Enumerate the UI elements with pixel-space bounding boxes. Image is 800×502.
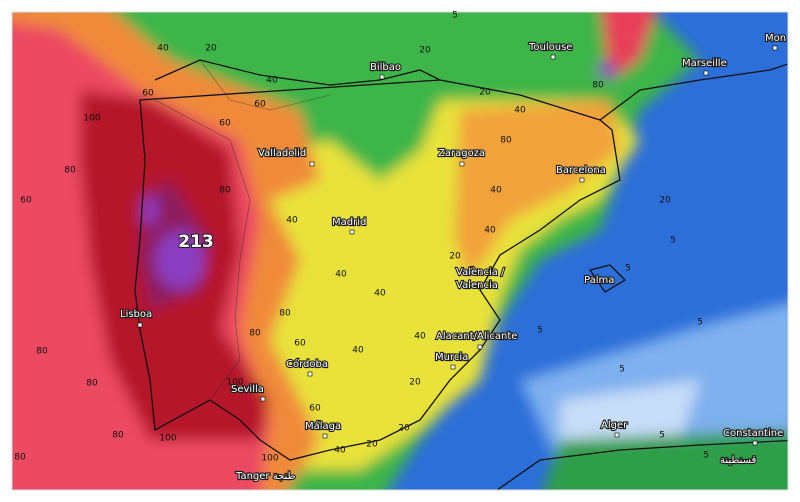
contour-label: 40	[490, 186, 502, 196]
contour-label: 60	[20, 196, 32, 206]
city-label: Barcelona	[556, 165, 606, 176]
contour-label: 80	[36, 347, 48, 357]
city-label: Alger	[601, 420, 628, 431]
city-marker	[579, 177, 585, 183]
contour-label: 80	[279, 309, 291, 319]
contour-label: 40	[334, 446, 346, 456]
contour-label: 80	[592, 81, 604, 91]
city-marker	[307, 371, 313, 377]
city-marker	[379, 74, 385, 80]
city-label: Alacant/Alicante	[436, 331, 517, 342]
contour-label: 60	[309, 404, 321, 414]
contour-label: 20	[449, 252, 461, 262]
contour-label: 80	[112, 431, 124, 441]
contour-label: 5	[452, 11, 458, 21]
contour-label: 80	[14, 453, 26, 463]
city-label: Marseille	[682, 58, 727, 69]
city-marker	[322, 433, 328, 439]
contour-label: 5	[697, 318, 703, 328]
city-marker	[550, 54, 556, 60]
city-label: Murcia	[435, 352, 468, 363]
contour-label: 5	[537, 326, 543, 336]
contour-label: 5	[703, 451, 709, 461]
city-label: Madrid	[332, 217, 366, 228]
city-marker	[703, 70, 709, 76]
contour-label: 60	[294, 339, 306, 349]
contour-label: 40	[374, 289, 386, 299]
city-marker	[477, 344, 483, 350]
city-label: Constantine	[723, 428, 783, 439]
city-label: Valencia	[456, 280, 498, 291]
contour-label: 20	[409, 378, 421, 388]
contour-label: 60	[142, 89, 154, 99]
city-marker	[137, 322, 143, 328]
city-marker	[309, 161, 315, 167]
city-marker	[459, 161, 465, 167]
city-marker	[349, 229, 355, 235]
city-label: Tanger طنجة	[235, 471, 296, 482]
contour-label: 100	[261, 454, 278, 464]
contour-label: 5	[625, 264, 631, 274]
city-marker	[752, 440, 758, 446]
contour-label: 5	[659, 431, 665, 441]
contour-label: 5	[670, 236, 676, 246]
contour-label: 40	[514, 106, 526, 116]
contour-label: 100	[83, 114, 100, 124]
contour-label: 80	[249, 329, 261, 339]
city-marker	[450, 364, 456, 370]
contour-label: 100	[159, 434, 176, 444]
city-marker	[260, 396, 266, 402]
contour-label: 100	[226, 378, 243, 388]
contour-label: 80	[86, 379, 98, 389]
contour-label: 40	[484, 226, 496, 236]
contour-label: 20	[398, 424, 410, 434]
max-label: 213	[178, 232, 214, 252]
city-label: Toulouse	[528, 42, 572, 53]
contour-label: 40	[266, 76, 278, 86]
city-label: València /	[456, 266, 505, 278]
contour-label: 20	[419, 46, 431, 56]
contour-label: 80	[64, 166, 76, 176]
contour-label: 20	[479, 88, 491, 98]
city-marker	[772, 45, 778, 51]
contour-label: 40	[286, 216, 298, 226]
frame	[11, 11, 789, 491]
contour-label: 5	[619, 365, 625, 375]
contour-label: 40	[335, 270, 347, 280]
city-label: Lisboa	[120, 309, 152, 320]
contour-label: 60	[219, 119, 231, 129]
city-label: Córdoba	[286, 358, 328, 370]
city-marker	[614, 432, 620, 438]
city-label: Bilbao	[370, 62, 401, 73]
contour-label: 20	[205, 44, 217, 54]
contour-label: 40	[157, 44, 169, 54]
contour-label: 40	[414, 332, 426, 342]
city-label: Palma	[584, 275, 614, 286]
contour-label: 60	[254, 100, 266, 110]
city-label: Mon	[765, 33, 786, 44]
contour-label: 20	[659, 196, 671, 206]
city-label: Málaga	[305, 420, 341, 432]
contour-label: 80	[219, 186, 231, 196]
contour-label: 40	[352, 346, 364, 356]
city-label: Zaragoza	[438, 148, 485, 159]
contour-label: 80	[500, 136, 512, 146]
city-label: قسنطينة	[720, 455, 757, 466]
city-label: Sevilla	[231, 384, 264, 395]
city-label: Valladolid	[258, 148, 306, 159]
contour-label: 20	[366, 440, 378, 450]
